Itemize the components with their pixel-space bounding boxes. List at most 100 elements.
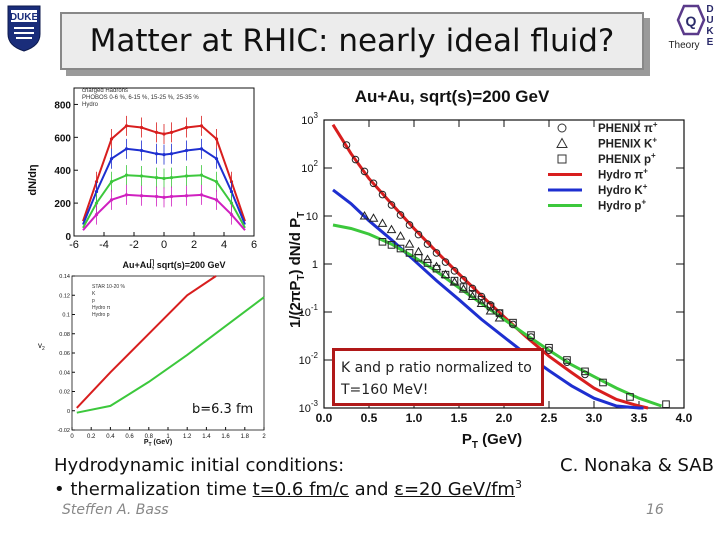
main-point-pion: [378, 190, 387, 199]
v2-x-tick-label: 1.2: [183, 434, 192, 440]
main-point-kaon: [458, 284, 469, 293]
ratio-note-line2: T=160 MeV!: [341, 382, 429, 398]
dn-point: [184, 125, 189, 130]
main-point-proton: [599, 378, 607, 387]
v2-legend-2: K: [92, 291, 96, 297]
main-y-tick-label: 10-2: [299, 351, 319, 367]
v2-x-label: PT (GeV): [144, 439, 172, 446]
v2-x-tick-label: 0.2: [87, 434, 96, 440]
dn-point: [109, 137, 114, 141]
dn-legend-2: PHOBOS 0-6 %, 6-15 %, 15-25 %, 25-35 %: [82, 95, 199, 101]
dn-point: [154, 176, 159, 180]
main-x-tick-label: 0.0: [316, 411, 333, 425]
v2-series-line: [76, 296, 265, 414]
main-x-tick-label: 2.5: [541, 411, 558, 425]
main-point-proton: [468, 289, 477, 298]
dn-point: [169, 176, 174, 180]
logo-letter-q: Q: [686, 13, 697, 29]
main-point-proton: [396, 244, 405, 253]
main-point-kaon: [368, 213, 379, 222]
main-point-proton: [626, 393, 634, 401]
main-point-pion: [387, 201, 396, 209]
v2-legend-1: STAR 10-20 %: [92, 284, 126, 290]
logo-letter-e: E: [707, 37, 714, 48]
dn-point: [162, 153, 166, 157]
main-point-proton: [405, 249, 414, 257]
dn-y-tick-label: 800: [54, 100, 71, 111]
dn-point: [169, 130, 174, 134]
main-point-pion: [459, 275, 468, 284]
body-line2-prefix: • thermalization time: [54, 479, 253, 500]
v2-y-tick-label: 0.02: [59, 390, 70, 396]
main-y-tick-label: 1: [312, 259, 318, 271]
main-point-proton: [423, 259, 432, 267]
v2-y-tick-label: 0.1: [62, 313, 70, 319]
dn-point: [124, 147, 129, 151]
dn-x-tick-label: 2: [191, 239, 197, 251]
body-line1: Hydrodynamic initial conditions:: [54, 455, 345, 476]
main-y-tick-label: 10-3: [299, 399, 319, 415]
main-point-proton: [477, 295, 486, 304]
v2-legend-5: Hydro p: [92, 312, 110, 318]
main-point-proton: [450, 276, 459, 285]
main-point-proton: [486, 302, 495, 311]
main-point-pion: [369, 179, 378, 188]
energy-density-exponent: 3: [514, 478, 522, 491]
main-point-pion: [396, 211, 405, 219]
main-point-pion: [351, 155, 360, 164]
dn-x-tick-label: 6: [251, 239, 257, 251]
main-point-kaon: [377, 218, 388, 227]
credit: C. Nonaka & SAB: [560, 455, 714, 476]
main-point-pion: [405, 221, 414, 229]
dn-point: [162, 195, 166, 199]
impact-parameter-label: b=6.3 fm: [192, 402, 254, 417]
dn-x-tick-label: 0: [161, 239, 167, 251]
v2-y-tick-label: 0: [67, 409, 70, 415]
v2-x-tick-label: 0.6: [125, 434, 134, 440]
legend-marker-square: [557, 154, 567, 164]
main-x-tick-label: 2.0: [496, 411, 513, 425]
spectra-chart: Au+Au, sqrt(s)=200 GeV 0.0 0.5 1.0 1.5 2.0 2.…: [287, 87, 693, 450]
main-point-proton: [459, 283, 468, 291]
dn-point: [214, 180, 219, 184]
dn-point: [109, 180, 114, 184]
dn-point: [169, 152, 174, 156]
main-point-kaon: [404, 239, 415, 248]
dn-point: [154, 194, 159, 199]
main-x-tick-label: 1.0: [406, 411, 423, 425]
dn-x-tick-label: -6: [69, 239, 79, 251]
chart-title: Au+Au, sqrt(s)=200 GeV: [355, 87, 550, 106]
v2-y-tick-label: 0.06: [59, 351, 70, 357]
main-point-kaon: [386, 224, 397, 234]
page-number: 16: [646, 502, 664, 518]
main-y-tick-label: 103: [301, 111, 318, 127]
v2-x-tick-label: 0: [70, 434, 74, 440]
dn-point: [154, 130, 159, 134]
dn-point: [109, 198, 114, 202]
main-point-kaon: [431, 261, 442, 271]
dn-point: [199, 193, 204, 197]
v2-x-tick-label: 1.8: [241, 434, 250, 440]
v2-chart: 0 0.2 0.4 0.6 0.8 1 1.2 1.4 1.6 1.8 2-0.0200.020.0…: [38, 274, 266, 446]
dn-y-tick-label: 200: [54, 199, 71, 210]
dn-point: [94, 190, 99, 194]
main-x-tick-label: 0.5: [361, 411, 378, 425]
legend-label: Hydro K+: [598, 182, 648, 197]
body-line2: • thermalization time t=0.6 fm/c and ε=2…: [54, 478, 522, 500]
dn-point: [199, 147, 204, 151]
dn-point: [169, 194, 174, 199]
logo-theory-label: Theory: [668, 40, 699, 51]
legend-marker-circle: [557, 123, 567, 133]
duke-logo: DUKE: [4, 4, 44, 52]
legend-label: Hydro p+: [598, 198, 646, 213]
dn-caption: Au+Au, sqrt(s)=200 GeV: [122, 260, 225, 270]
ratio-note-line1: K and p ratio normalized to: [341, 360, 532, 376]
dn-y-tick-label: 600: [54, 133, 71, 144]
dn-legend-1: charged Hadrons: [82, 88, 128, 94]
v2-series-line: [76, 275, 217, 409]
v2-y-label: v2: [38, 341, 45, 352]
dn-x-tick-label: -4: [99, 239, 109, 251]
main-point-pion: [414, 230, 423, 239]
legend-marker-triangle: [556, 137, 568, 148]
